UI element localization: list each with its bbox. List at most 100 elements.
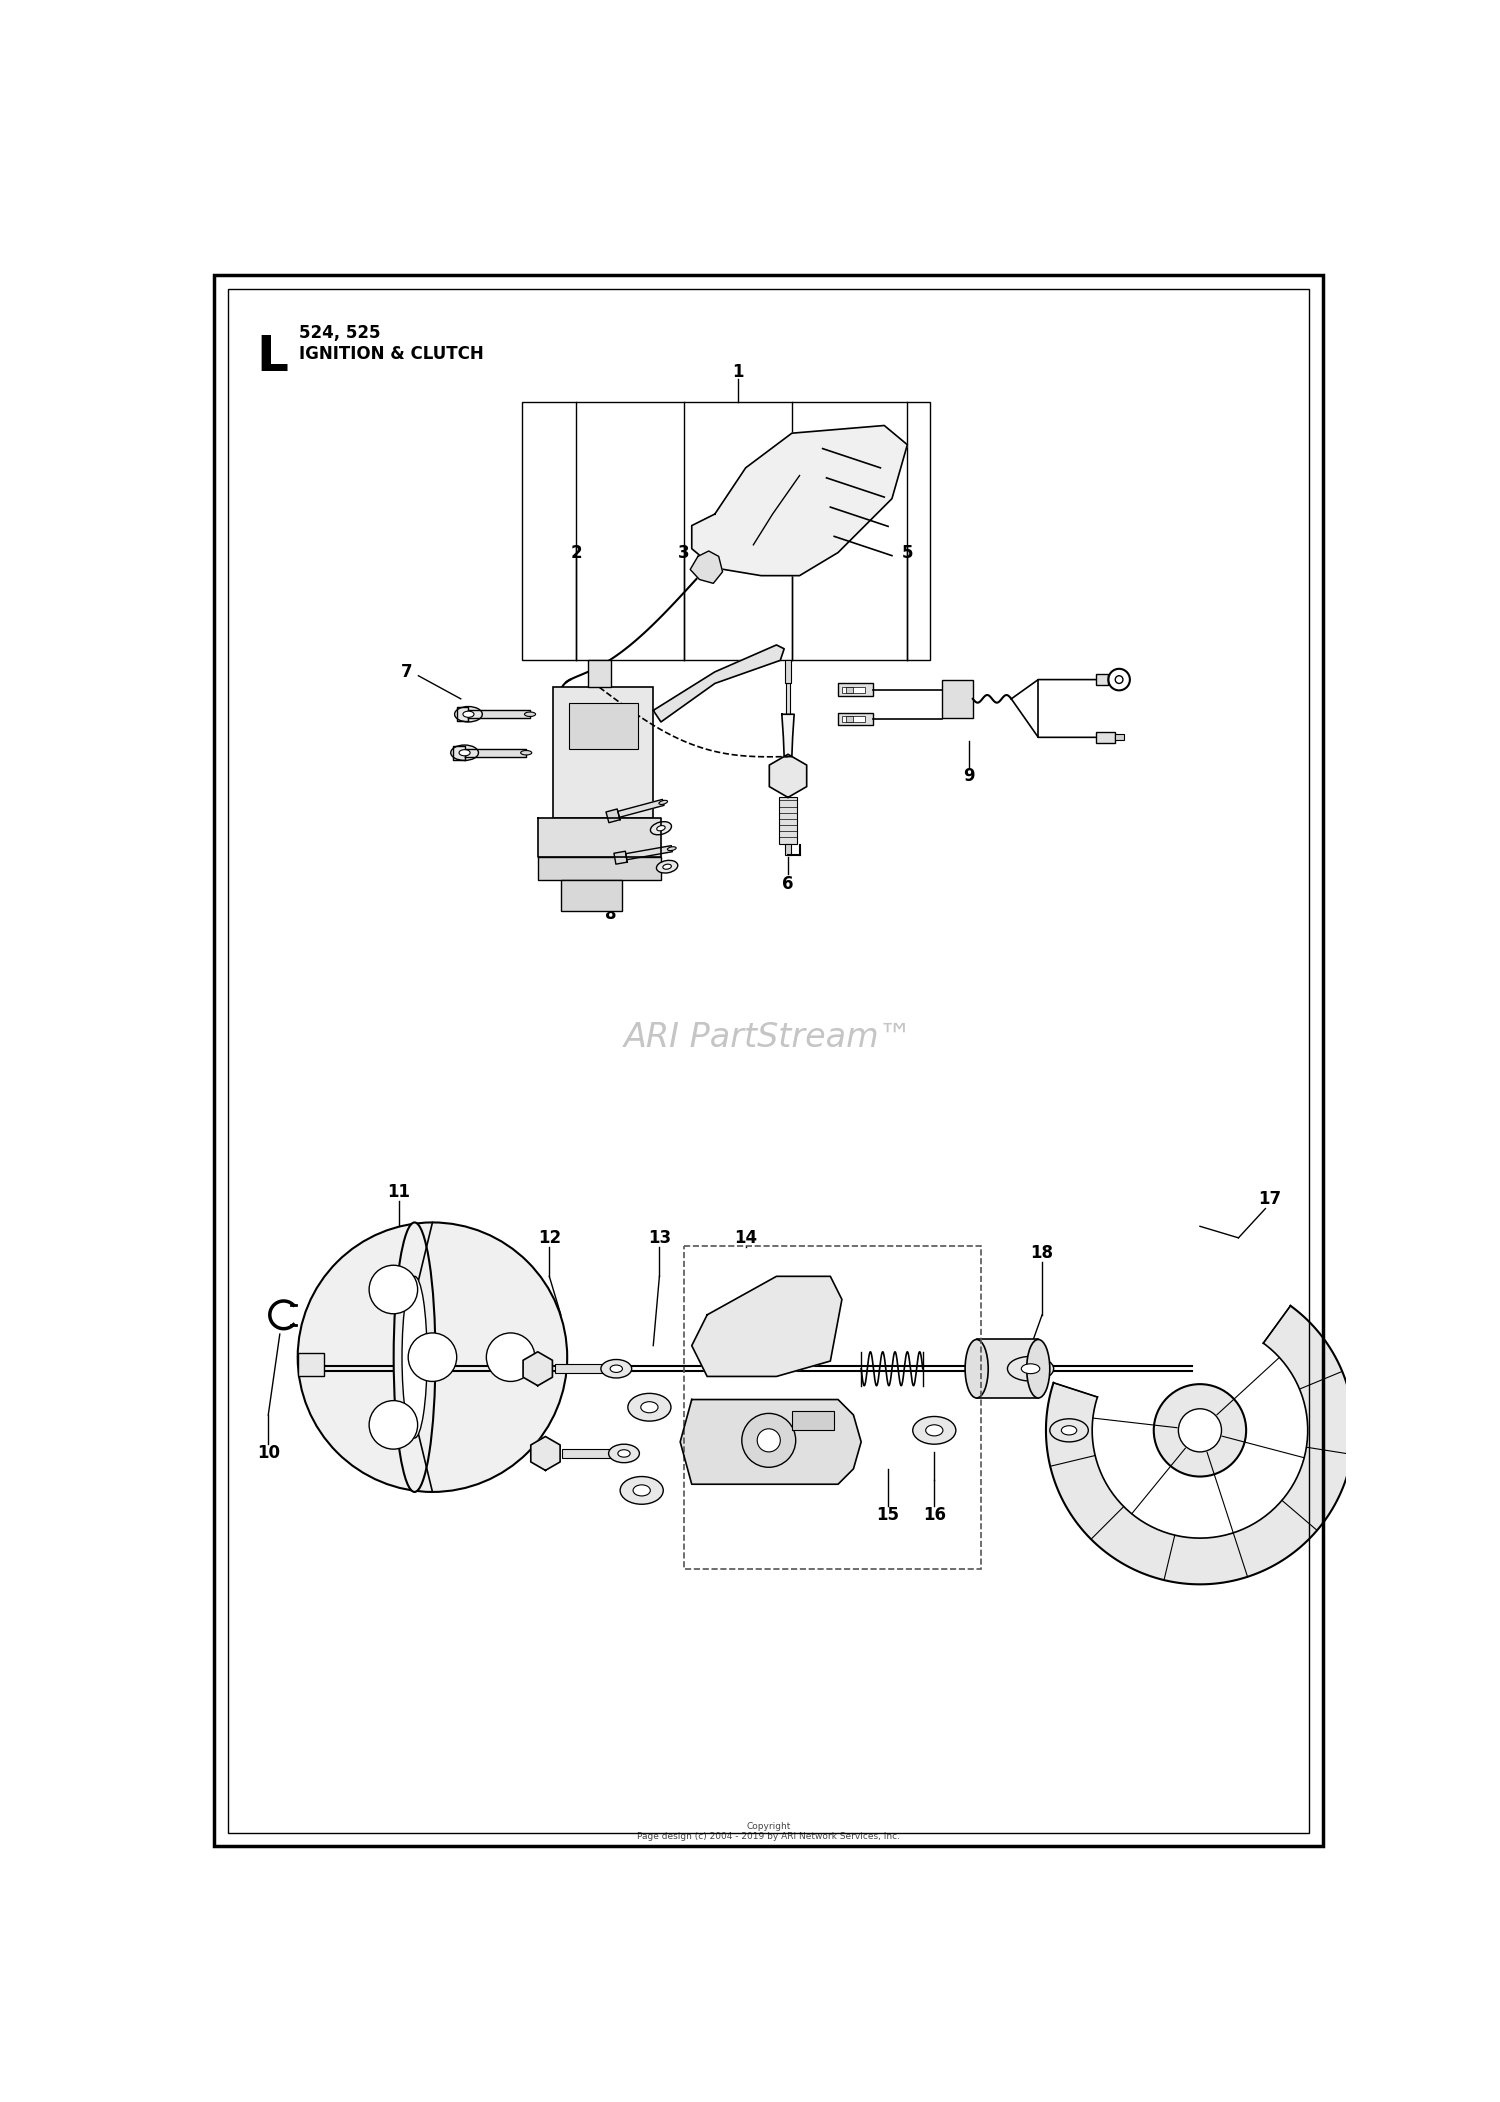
- Text: L: L: [256, 332, 288, 380]
- Circle shape: [369, 1400, 417, 1448]
- Bar: [784, 843, 790, 856]
- Circle shape: [1179, 1408, 1221, 1452]
- Polygon shape: [626, 845, 672, 860]
- Text: 1: 1: [732, 362, 744, 380]
- Bar: [684, 1246, 981, 1568]
- Bar: [842, 717, 866, 721]
- Bar: [562, 1448, 616, 1459]
- Text: Copyright: Copyright: [747, 1822, 790, 1831]
- Polygon shape: [782, 715, 794, 757]
- Ellipse shape: [628, 1394, 670, 1421]
- Polygon shape: [692, 1276, 842, 1377]
- Polygon shape: [680, 1400, 861, 1484]
- Bar: [778, 797, 796, 843]
- Ellipse shape: [668, 847, 676, 851]
- Ellipse shape: [525, 713, 536, 717]
- Polygon shape: [606, 809, 619, 822]
- Text: 15: 15: [876, 1505, 900, 1524]
- Text: 12: 12: [537, 1230, 561, 1246]
- Circle shape: [758, 1429, 780, 1452]
- Bar: [976, 1339, 1038, 1398]
- Polygon shape: [770, 755, 807, 797]
- Polygon shape: [524, 1352, 552, 1385]
- Bar: [1096, 675, 1108, 685]
- Ellipse shape: [459, 750, 470, 757]
- Text: 5: 5: [902, 544, 914, 561]
- Circle shape: [486, 1333, 536, 1381]
- Polygon shape: [614, 851, 627, 864]
- Text: 2: 2: [570, 544, 582, 561]
- Polygon shape: [1046, 1305, 1354, 1585]
- Ellipse shape: [657, 826, 664, 830]
- Ellipse shape: [964, 1339, 988, 1398]
- Bar: [588, 660, 610, 687]
- Text: 7: 7: [400, 662, 412, 681]
- Circle shape: [369, 1265, 417, 1314]
- Ellipse shape: [663, 864, 672, 870]
- Ellipse shape: [926, 1425, 944, 1436]
- Ellipse shape: [602, 1360, 632, 1379]
- Bar: [846, 717, 853, 721]
- Ellipse shape: [1008, 1356, 1053, 1381]
- Bar: [1114, 734, 1125, 740]
- Bar: [561, 881, 622, 910]
- Circle shape: [742, 1413, 795, 1467]
- Text: IGNITION & CLUTCH: IGNITION & CLUTCH: [298, 345, 484, 364]
- Ellipse shape: [1062, 1425, 1077, 1436]
- Bar: [839, 683, 873, 696]
- Bar: [784, 660, 790, 683]
- Ellipse shape: [640, 1402, 658, 1413]
- Text: 10: 10: [256, 1444, 280, 1463]
- Text: 11: 11: [387, 1183, 411, 1200]
- Bar: [792, 1410, 834, 1429]
- Ellipse shape: [464, 710, 474, 717]
- Bar: [554, 687, 654, 818]
- Circle shape: [1154, 1383, 1246, 1476]
- Bar: [786, 683, 790, 715]
- Polygon shape: [453, 746, 465, 759]
- Text: 3: 3: [678, 544, 690, 561]
- Ellipse shape: [609, 1444, 639, 1463]
- Text: 8: 8: [604, 906, 616, 923]
- Polygon shape: [465, 748, 526, 757]
- Polygon shape: [458, 706, 468, 721]
- Ellipse shape: [1026, 1339, 1050, 1398]
- Text: 9: 9: [963, 767, 975, 784]
- Polygon shape: [690, 551, 723, 584]
- Polygon shape: [468, 710, 530, 719]
- Bar: [297, 1354, 324, 1377]
- Ellipse shape: [620, 1476, 663, 1505]
- Ellipse shape: [912, 1417, 956, 1444]
- Ellipse shape: [1022, 1364, 1040, 1375]
- Text: Page design (c) 2004 - 2019 by ARI Network Services, Inc.: Page design (c) 2004 - 2019 by ARI Netwo…: [638, 1833, 900, 1841]
- Circle shape: [297, 1223, 567, 1492]
- Bar: [1096, 731, 1114, 742]
- Bar: [538, 858, 662, 881]
- Text: 4: 4: [786, 544, 798, 561]
- Bar: [568, 702, 638, 748]
- Text: 16: 16: [922, 1505, 946, 1524]
- Text: ARI PartStream™: ARI PartStream™: [624, 1022, 914, 1053]
- Polygon shape: [531, 1436, 560, 1471]
- Text: 18: 18: [1030, 1244, 1053, 1261]
- Ellipse shape: [633, 1484, 651, 1497]
- Ellipse shape: [520, 750, 531, 755]
- Text: 6: 6: [783, 874, 794, 893]
- Bar: [555, 1364, 609, 1373]
- Text: 524, 525: 524, 525: [298, 324, 381, 343]
- Polygon shape: [618, 799, 664, 818]
- Bar: [839, 713, 873, 725]
- Ellipse shape: [610, 1364, 622, 1373]
- Ellipse shape: [651, 822, 672, 834]
- Text: 17: 17: [1257, 1190, 1281, 1209]
- Ellipse shape: [1050, 1419, 1089, 1442]
- Ellipse shape: [450, 744, 478, 761]
- Bar: [522, 401, 930, 660]
- Bar: [842, 687, 866, 694]
- Ellipse shape: [658, 801, 668, 805]
- Ellipse shape: [618, 1450, 630, 1457]
- Ellipse shape: [393, 1223, 435, 1492]
- Polygon shape: [692, 425, 908, 576]
- Ellipse shape: [657, 860, 678, 872]
- Polygon shape: [538, 818, 662, 858]
